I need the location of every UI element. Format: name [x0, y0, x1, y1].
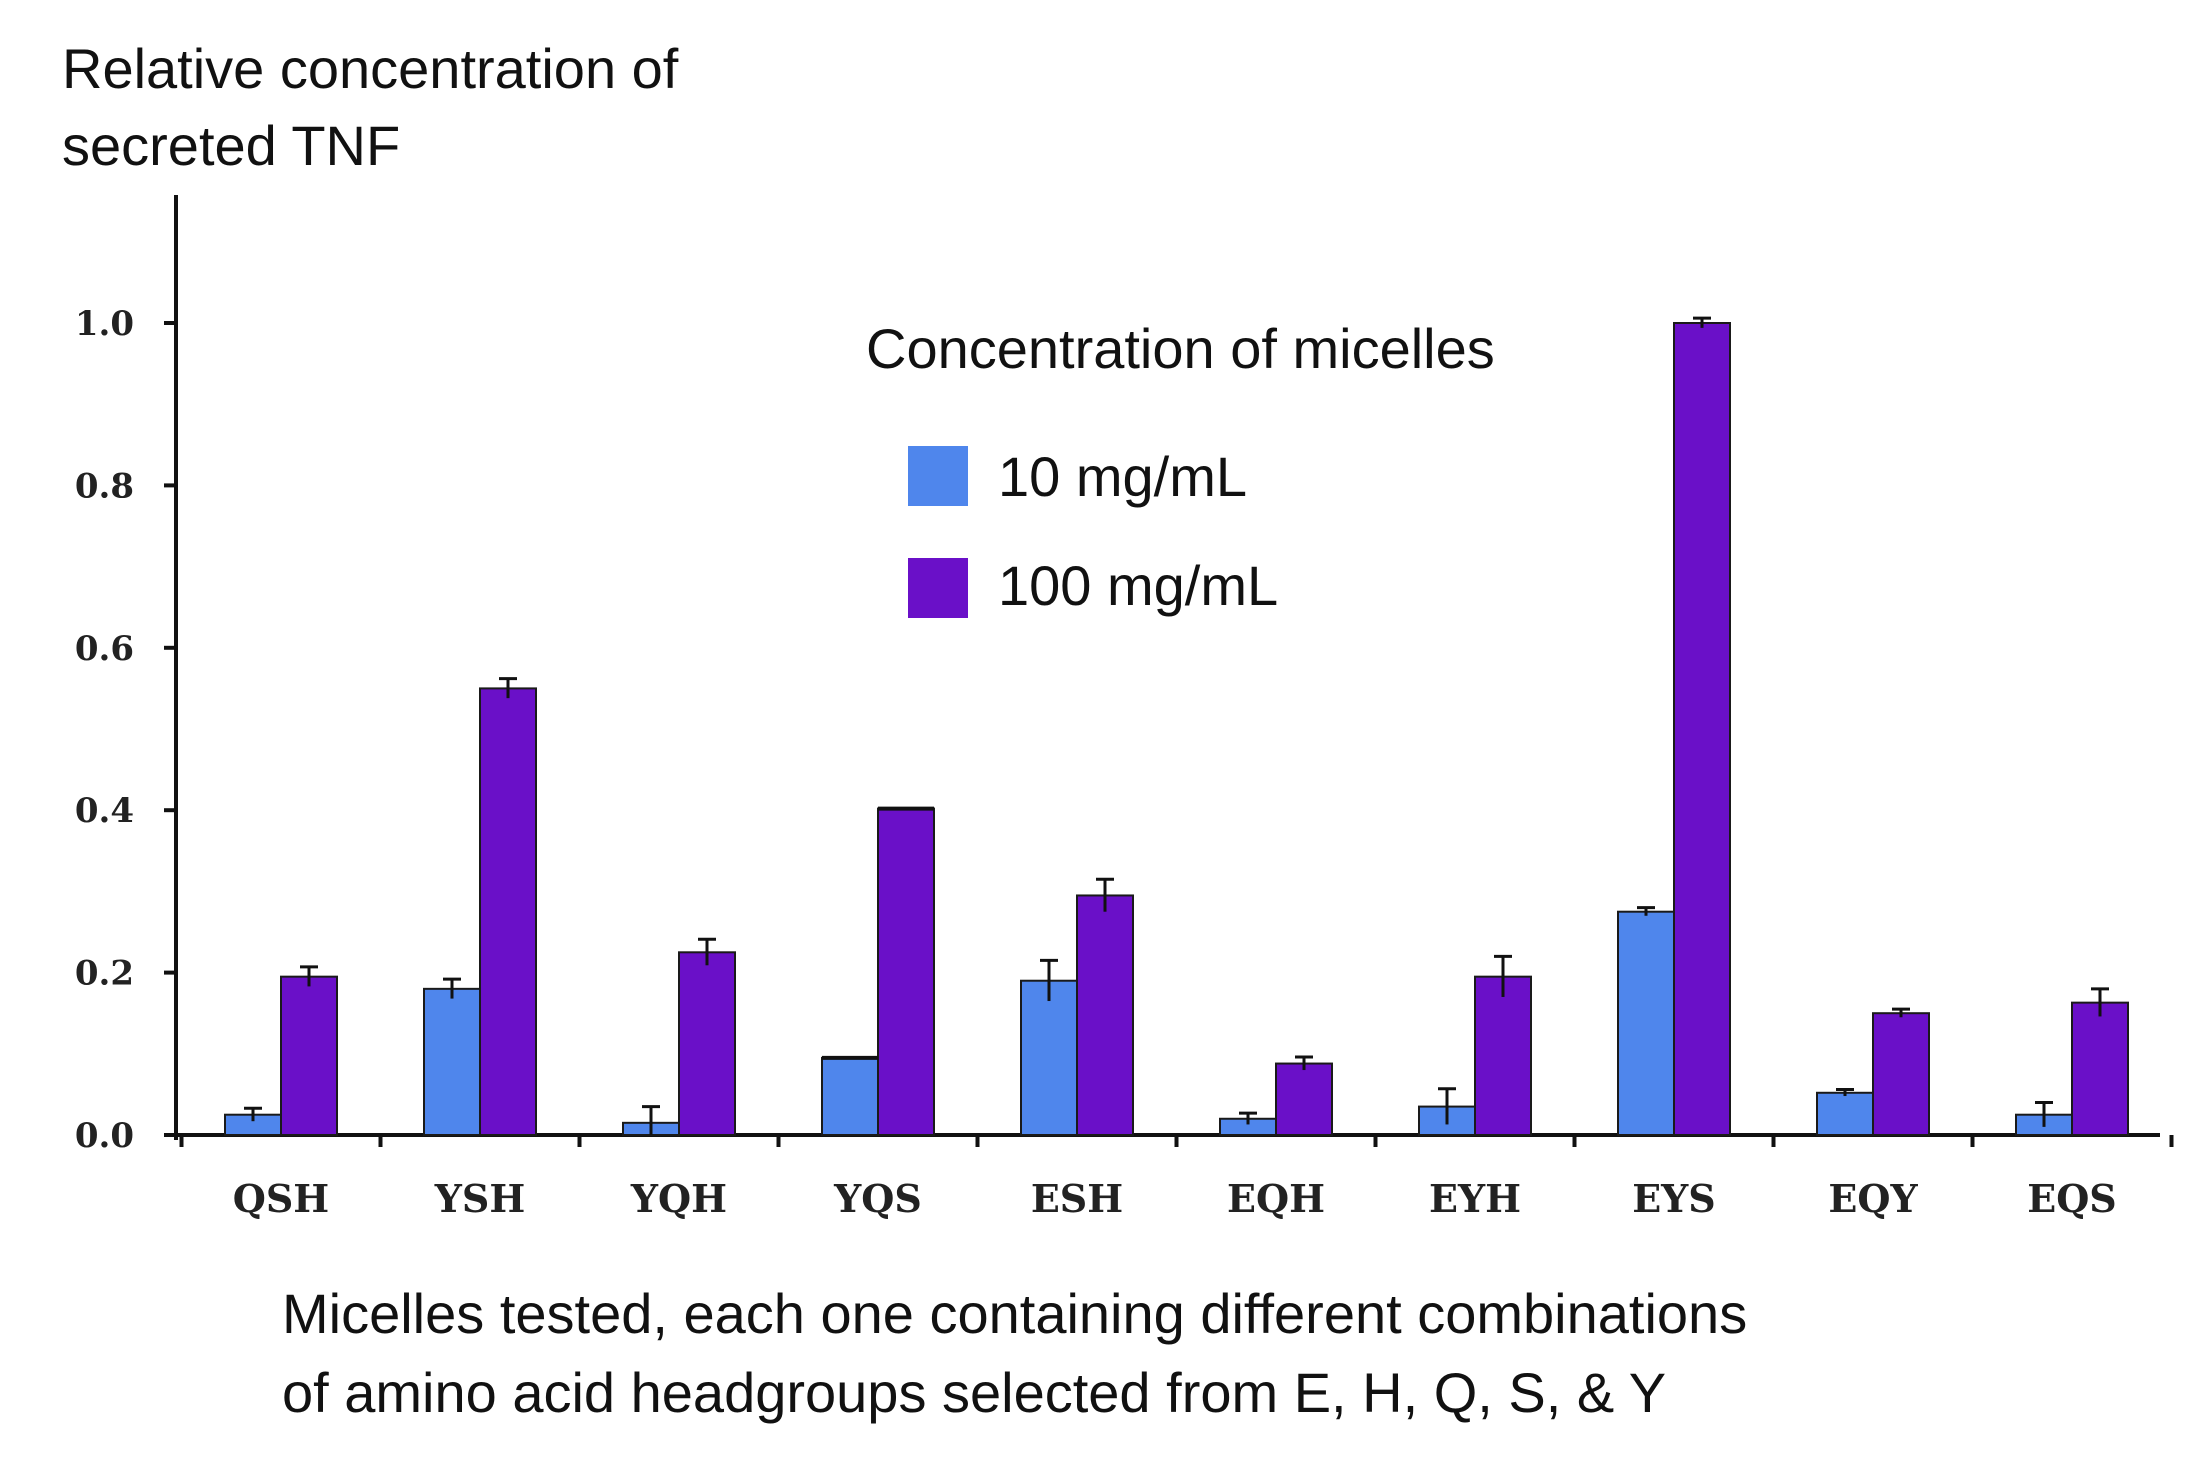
- bar-100mg-eqh: [1275, 1062, 1333, 1136]
- bar-100mg-eqs: [2071, 1001, 2129, 1136]
- category-labels: QSH YSH YQH YQS ESH EQH EYH EYS EQY EQS: [233, 1176, 2117, 1221]
- category-label-ysh: YSH: [434, 1176, 525, 1221]
- legend-swatch-10mg: [908, 446, 968, 506]
- legend-label-100mg: 100 mg/mL: [998, 554, 1278, 617]
- category-label-eys: EYS: [1632, 1176, 1716, 1221]
- bar-100mg-yqs: [877, 807, 935, 1136]
- y-tick-label: 1.0: [75, 304, 134, 344]
- y-ticks: 0.0 0.2 0.4 0.6 0.8 1.0: [75, 304, 176, 1156]
- legend-swatch-100mg: [908, 558, 968, 618]
- bar-100mg-eys: [1673, 322, 1731, 1136]
- y-tick-label: 0.0: [75, 1116, 134, 1156]
- category-label-yqh: YQH: [630, 1176, 727, 1221]
- legend-title: Concentration of micelles: [866, 317, 1495, 380]
- bar-100mg-eyh: [1474, 975, 1532, 1136]
- category-label-qsh: QSH: [233, 1176, 329, 1221]
- bar-10mg-eqy: [1816, 1091, 1874, 1136]
- category-label-eqh: EQH: [1227, 1176, 1325, 1221]
- category-label-eqs: EQS: [2027, 1176, 2117, 1221]
- bar-10mg-eys: [1617, 910, 1675, 1137]
- bar-100mg-ysh: [479, 687, 537, 1137]
- bar-100mg-yqh: [678, 951, 736, 1136]
- bar-10mg-ysh: [423, 987, 481, 1137]
- category-label-eyh: EYH: [1429, 1176, 1521, 1221]
- y-tick-label: 0.6: [75, 629, 134, 669]
- bar-10mg-yqs: [821, 1056, 879, 1136]
- x-ticks: [179, 1135, 2174, 1147]
- bar-100mg-esh: [1076, 894, 1134, 1137]
- y-axis-title-line-2: secreted TNF: [62, 114, 400, 177]
- legend-label-10mg: 10 mg/mL: [998, 445, 1247, 508]
- y-tick-label: 0.8: [75, 466, 134, 506]
- bar-100mg-eqy: [1872, 1012, 1930, 1137]
- legend: Concentration of micelles 10 mg/mL 100 m…: [866, 317, 1495, 618]
- y-axis-title-line-1: Relative concentration of: [62, 37, 679, 100]
- bar-100mg-qsh: [280, 975, 338, 1136]
- x-axis-title-line-1: Micelles tested, each one containing dif…: [282, 1282, 1747, 1345]
- bars: [224, 322, 2129, 1137]
- x-axis-title-line-2: of amino acid headgroups selected from E…: [282, 1361, 1666, 1424]
- category-label-eqy: EQY: [1828, 1176, 1918, 1221]
- category-label-esh: ESH: [1031, 1176, 1123, 1221]
- category-label-yqs: YQS: [833, 1176, 922, 1221]
- y-tick-label: 0.4: [75, 791, 134, 831]
- y-tick-label: 0.2: [75, 954, 134, 994]
- error-bars: [244, 316, 2109, 1135]
- bar-10mg-esh: [1020, 979, 1078, 1136]
